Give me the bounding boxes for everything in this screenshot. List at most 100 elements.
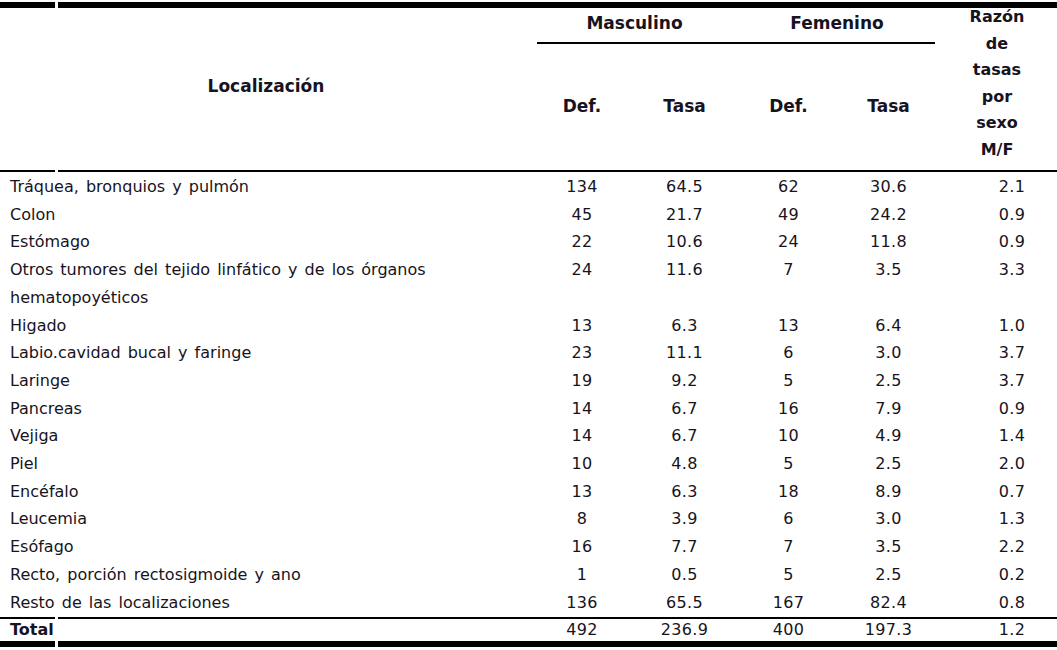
cell-tasa-femenino: 24.2 (840, 201, 937, 229)
mortality-table: Localización Masculino Femenino Def. Tas… (0, 0, 1057, 650)
cell-def-masculino: 134 (532, 173, 632, 201)
border-segment (58, 170, 1057, 172)
row-label: Pancreas (0, 395, 532, 423)
border-segment (0, 170, 55, 172)
table-row: Resto de las localizaciones13665.516782.… (0, 589, 1057, 617)
cell-razon-sexo: 2.2 (937, 533, 1057, 561)
cell-tasa-masculino: 64.5 (632, 173, 737, 201)
cell-def-masculino: 16 (532, 533, 632, 561)
cell-tasa-femenino: 3.5 (840, 533, 937, 561)
cell-tasa-femenino: 3.5 (840, 256, 937, 284)
cell-def-femenino: 18 (737, 478, 840, 506)
cell-tasa-femenino: 8.9 (840, 478, 937, 506)
cell-def-masculino: 22 (532, 228, 632, 256)
cell-def-femenino: 24 (737, 228, 840, 256)
row-label: Piel (0, 450, 532, 478)
cell-def-femenino: 16 (737, 395, 840, 423)
cell-razon-sexo: 3.3 (937, 256, 1057, 284)
cell-razon-sexo: 2.0 (937, 450, 1057, 478)
table-top-border (0, 2, 1057, 8)
cell-def-masculino: 24 (532, 256, 632, 284)
cell-def-femenino: 10 (737, 422, 840, 450)
cell-razon-sexo: 0.9 (937, 228, 1057, 256)
cell-razon-sexo: 1.4 (937, 422, 1057, 450)
table-row: Pancreas146.7167.90.9 (0, 395, 1057, 423)
group-header-femenino: Femenino (737, 13, 937, 33)
cell-def-masculino: 14 (532, 395, 632, 423)
cell-tasa-femenino: 4.9 (840, 422, 937, 450)
subheader-def-masculino: Def. (532, 96, 632, 116)
row-label: Otros tumores del tejido linfático y de … (0, 256, 532, 311)
table-row: Otros tumores del tejido linfático y de … (0, 256, 1057, 311)
row-label: Encéfalo (0, 478, 532, 506)
cell-tasa-masculino: 65.5 (632, 589, 737, 617)
cell-tasa-femenino: 6.4 (840, 312, 937, 340)
cell-razon-sexo: 1.0 (937, 312, 1057, 340)
cell-def-masculino: 1 (532, 561, 632, 589)
column-header-localizacion: Localización (0, 76, 532, 96)
cell-tasa-femenino: 3.0 (840, 505, 937, 533)
cell-razon-sexo: 3.7 (937, 339, 1057, 367)
cell-tasa-masculino: 7.7 (632, 533, 737, 561)
column-header-razon-tasas: Razón de tasas por sexo M/F (937, 4, 1057, 163)
cell-tasa-femenino: 7.9 (840, 395, 937, 423)
table-row: Piel104.852.52.0 (0, 450, 1057, 478)
cell-def-femenino: 167 (737, 589, 840, 617)
table-bottom-border (0, 641, 1057, 647)
subheader-tasa-masculino: Tasa (632, 96, 737, 116)
table-row: Leucemia83.963.01.3 (0, 505, 1057, 533)
table-row: Encéfalo136.3188.90.7 (0, 478, 1057, 506)
row-label: Laringe (0, 367, 532, 395)
group-header-masculino: Masculino (532, 13, 737, 33)
cell-def-masculino: 19 (532, 367, 632, 395)
cell-tasa-masculino: 4.8 (632, 450, 737, 478)
cell-def-masculino: 23 (532, 339, 632, 367)
cell-def-femenino: 62 (737, 173, 840, 201)
cell-def-masculino: 10 (532, 450, 632, 478)
cell-def-femenino: 49 (737, 201, 840, 229)
cell-razon-sexo: 0.9 (937, 395, 1057, 423)
cell-tasa-masculino: 6.7 (632, 422, 737, 450)
table-row: Vejiga146.7104.91.4 (0, 422, 1057, 450)
cell-tasa-masculino: 10.6 (632, 228, 737, 256)
row-label: Esófago (0, 533, 532, 561)
cell-tasa-femenino: 3.0 (840, 339, 937, 367)
table-row: Tráquea, bronquios y pulmón13464.56230.6… (0, 173, 1057, 201)
cell-tasa-femenino: 11.8 (840, 228, 937, 256)
cell-def-femenino: 7 (737, 533, 840, 561)
row-label: Higado (0, 312, 532, 340)
table-row: Colon4521.74924.20.9 (0, 201, 1057, 229)
cell-tasa-femenino: 30.6 (840, 173, 937, 201)
header-separator-line (0, 170, 1057, 172)
cell-def-masculino: 13 (532, 312, 632, 340)
table-row: Higado136.3136.41.0 (0, 312, 1057, 340)
table-body: Tráquea, bronquios y pulmón13464.56230.6… (0, 173, 1057, 616)
cell-tasa-masculino: 3.9 (632, 505, 737, 533)
cell-tasa-masculino: 21.7 (632, 201, 737, 229)
cell-def-femenino: 6 (737, 339, 840, 367)
total-label: Total (0, 619, 532, 641)
row-label: Colon (0, 201, 532, 229)
cell-razon-sexo: 3.7 (937, 367, 1057, 395)
border-segment (0, 2, 55, 8)
table-row: Labio.cavidad bucal y faringe2311.163.03… (0, 339, 1057, 367)
total-tasa-femenino: 197.3 (840, 619, 937, 641)
cell-tasa-masculino: 6.3 (632, 478, 737, 506)
cell-tasa-femenino: 2.5 (840, 450, 937, 478)
row-label: Leucemia (0, 505, 532, 533)
table-row: Esófago167.773.52.2 (0, 533, 1057, 561)
cell-tasa-masculino: 9.2 (632, 367, 737, 395)
table-row: Laringe199.252.53.7 (0, 367, 1057, 395)
cell-def-femenino: 6 (737, 505, 840, 533)
row-label: Resto de las localizaciones (0, 589, 532, 617)
cell-def-masculino: 13 (532, 478, 632, 506)
cell-def-femenino: 5 (737, 561, 840, 589)
row-label: Estómago (0, 228, 532, 256)
cell-razon-sexo: 0.8 (937, 589, 1057, 617)
cell-def-masculino: 14 (532, 422, 632, 450)
total-razon-sexo: 1.2 (937, 619, 1057, 641)
cell-def-femenino: 5 (737, 450, 840, 478)
cell-def-masculino: 8 (532, 505, 632, 533)
cell-tasa-masculino: 6.7 (632, 395, 737, 423)
cell-tasa-femenino: 2.5 (840, 561, 937, 589)
